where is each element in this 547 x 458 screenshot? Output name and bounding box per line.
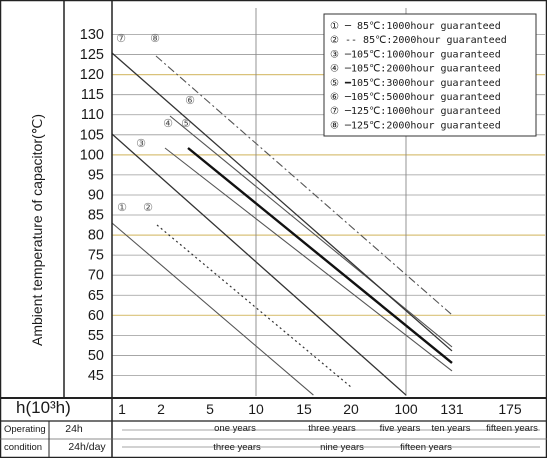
x-tick-label: 10 — [248, 401, 264, 417]
x-tick-label: 5 — [206, 401, 214, 417]
series-marker-label: ⑥ — [185, 94, 195, 107]
series-line — [155, 55, 453, 316]
row-24h-label: 24h — [65, 423, 83, 435]
legend-entry: ⑦ ─125℃:1000hour guaranteed — [330, 106, 501, 117]
x-tick-label: 2 — [157, 401, 165, 417]
y-tick-label: 100 — [80, 147, 104, 163]
ops-item-24h: ten years — [431, 423, 470, 434]
y-tick-label: 95 — [88, 167, 104, 183]
series-marker-label: ① — [117, 201, 127, 214]
series-marker-label: ⑧ — [150, 32, 160, 45]
legend-entry: ⑥ ─105℃:5000hour guaranteed — [330, 92, 501, 103]
y-tick-label: 55 — [88, 328, 104, 344]
series-markers: ① ② ③ ④ ⑤ ⑥ ⑦ ⑧ — [116, 32, 195, 214]
y-tick-label: 65 — [88, 288, 104, 304]
series-line — [187, 147, 453, 364]
ops-item-24hday: fifteen years — [400, 442, 452, 453]
y-tick-label: 75 — [88, 248, 104, 264]
y-tick-label: 110 — [81, 107, 104, 123]
operating-label: Operating — [4, 424, 46, 435]
x-tick-label: 100 — [394, 401, 418, 417]
series-marker-label: ② — [143, 201, 153, 214]
series-line — [169, 115, 453, 348]
legend-box — [323, 13, 537, 137]
x-axis-label: h(10³h) — [16, 398, 71, 417]
series-line — [111, 222, 314, 396]
series-line — [164, 147, 453, 372]
y-tick-label: 90 — [88, 187, 104, 203]
series-marker-label: ⑦ — [116, 32, 126, 45]
y-tick-label: 45 — [88, 368, 104, 384]
y-tick-label: 70 — [88, 268, 104, 284]
ops-item-24h: five years — [380, 423, 421, 434]
series-line — [111, 133, 407, 396]
ops-item-24hday: nine years — [320, 442, 364, 453]
x-tick-label: 131 — [440, 401, 464, 417]
operating-items: one years three years five years ten years f… — [213, 423, 538, 453]
y-tick-label: 50 — [88, 348, 104, 364]
y-tick-label: 120 — [80, 67, 104, 83]
y-ticks: 130 125 120 115 110 105 100 95 90 85 80 75 70 65 60 55 5… — [80, 27, 104, 384]
legend-entry: ③ ─105℃:1000hour guaranteed — [330, 49, 501, 60]
series-lines — [111, 52, 453, 396]
series-line — [111, 52, 453, 352]
x-tick-label: 1 — [118, 401, 126, 417]
series-marker-label: ③ — [136, 137, 146, 150]
x-tick-label: 175 — [498, 401, 522, 417]
y-tick-label: 80 — [88, 228, 104, 244]
y-tick-label: 85 — [88, 208, 104, 224]
legend: ① ─ 85℃:1000hour guaranteed ② -- 85℃:2000… — [323, 13, 537, 137]
y-tick-label: 130 — [80, 27, 104, 43]
operating-condition-table: Operating condition 24h 24h/day one year… — [4, 423, 538, 453]
series-marker-label: ④ — [163, 117, 173, 130]
series-line — [156, 224, 352, 388]
legend-entry: ④ ─105℃:2000hour guaranteed — [330, 64, 501, 75]
x-tick-label: 20 — [343, 401, 359, 417]
y-axis-label: Ambient temperature of capacitor(℃) — [29, 114, 45, 346]
x-ticks: 1 2 5 10 15 20 100 131 175 — [118, 401, 522, 417]
ops-item-24h: fifteen years — [486, 423, 538, 434]
x-tick-label: 15 — [296, 401, 312, 417]
y-tick-label: 115 — [81, 87, 104, 103]
ops-item-24h: three years — [308, 423, 356, 434]
condition-label: condition — [4, 442, 42, 453]
ops-item-24hday: three years — [213, 442, 261, 453]
y-tick-label: 105 — [80, 127, 104, 143]
ops-item-24h: one years — [214, 423, 256, 434]
legend-entry: ② -- 85℃:2000hour guaranteed — [330, 35, 507, 46]
y-tick-label: 60 — [88, 308, 104, 324]
series-marker-label: ⑤ — [181, 117, 191, 130]
legend-entry: ⑧ ─125℃:2000hour guaranteed — [330, 120, 501, 131]
row-24hday-label: 24h/day — [68, 441, 106, 453]
legend-entry: ① ─ 85℃:1000hour guaranteed — [330, 21, 501, 32]
legend-entry: ⑤ ━105℃:3000hour guaranteed — [330, 78, 501, 89]
y-tick-label: 125 — [80, 47, 104, 63]
